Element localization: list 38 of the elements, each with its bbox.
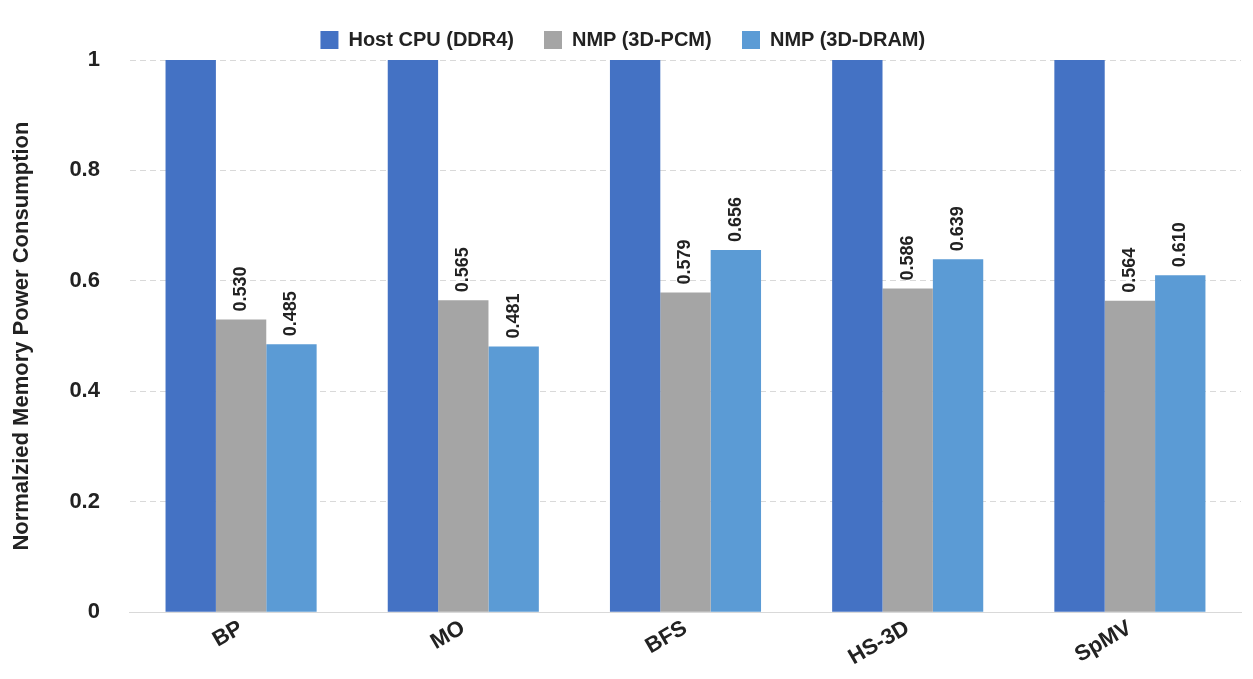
data-label: 0.564	[1118, 247, 1139, 293]
data-label: 0.485	[280, 291, 301, 337]
y-tick-label: 0.4	[69, 377, 101, 403]
data-label: 0.586	[896, 235, 917, 281]
x-tick-label: BP	[207, 614, 247, 652]
y-tick-label: 0.8	[69, 156, 100, 182]
bar	[1155, 275, 1206, 612]
bar	[710, 249, 762, 612]
data-label: 0.639	[947, 206, 968, 252]
y-tick-label: 0.2	[69, 487, 100, 513]
data-label: 0.481	[502, 293, 523, 339]
bar	[488, 346, 539, 612]
data-label: 0.656	[724, 196, 745, 242]
bar	[165, 60, 216, 612]
y-tick-label: 1	[87, 46, 100, 72]
bar	[609, 60, 661, 612]
legend-label: NMP (3D-DRAM)	[770, 27, 926, 50]
bar	[932, 259, 984, 612]
bar	[882, 288, 933, 612]
bar	[215, 319, 267, 612]
data-label: 0.610	[1169, 222, 1190, 268]
bar	[438, 300, 489, 612]
data-label: 0.530	[230, 266, 251, 312]
bar	[660, 292, 711, 612]
y-tick-label: 0	[87, 598, 100, 624]
bar	[266, 344, 317, 612]
data-label: 0.565	[452, 247, 473, 293]
bar	[387, 60, 439, 612]
bar	[1054, 60, 1105, 612]
data-label: 0.579	[674, 239, 695, 285]
bar	[1104, 300, 1156, 612]
x-tick-label: MO	[425, 614, 469, 654]
y-axis-title: Normalzied Memory Power Consumption	[8, 121, 34, 551]
x-tick-label: BFS	[640, 614, 692, 659]
legend-label: NMP (3D-PCM)	[572, 27, 712, 50]
bar	[832, 60, 883, 612]
y-tick-label: 0.6	[69, 266, 100, 292]
legend-label: Host CPU (DDR4)	[348, 27, 515, 50]
